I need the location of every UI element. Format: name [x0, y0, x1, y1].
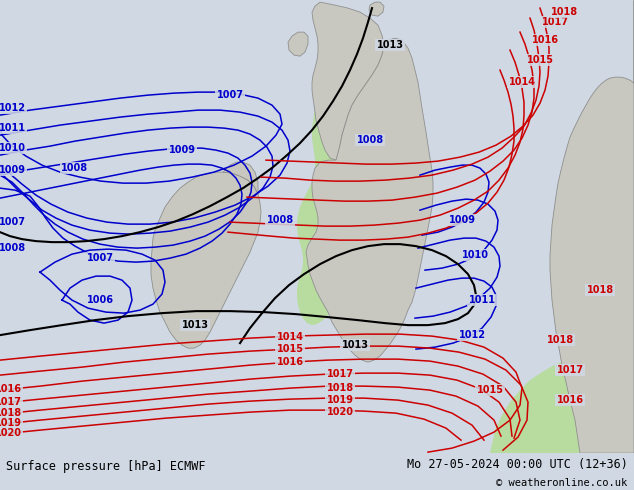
- Text: 1007: 1007: [0, 217, 25, 227]
- Text: 1018: 1018: [552, 7, 579, 17]
- Text: 1011: 1011: [469, 295, 496, 305]
- Text: 1015: 1015: [526, 55, 553, 65]
- Text: 1008: 1008: [0, 243, 25, 253]
- Text: 1010: 1010: [462, 250, 489, 260]
- Polygon shape: [550, 0, 634, 453]
- Text: 1008: 1008: [266, 215, 294, 225]
- Text: © weatheronline.co.uk: © weatheronline.co.uk: [496, 478, 628, 488]
- Polygon shape: [223, 162, 258, 194]
- Text: 1008: 1008: [61, 163, 89, 173]
- Text: 1018: 1018: [327, 383, 354, 393]
- Text: 1017: 1017: [557, 365, 583, 375]
- Text: 1017: 1017: [541, 17, 569, 27]
- Text: 1009: 1009: [0, 165, 25, 175]
- Text: 1019: 1019: [0, 418, 22, 428]
- Polygon shape: [151, 172, 261, 348]
- Text: Surface pressure [hPa] ECMWF: Surface pressure [hPa] ECMWF: [6, 460, 206, 473]
- Text: 1009: 1009: [169, 145, 195, 155]
- Text: 1016: 1016: [531, 35, 559, 45]
- Text: 1013: 1013: [342, 340, 368, 350]
- Text: 1018: 1018: [0, 408, 22, 418]
- Polygon shape: [550, 0, 634, 453]
- Polygon shape: [369, 2, 384, 16]
- Text: 1017: 1017: [0, 397, 22, 407]
- Text: 1017: 1017: [327, 369, 354, 379]
- Polygon shape: [490, 358, 634, 453]
- Text: 1020: 1020: [327, 407, 354, 417]
- Text: 1008: 1008: [356, 135, 384, 145]
- Text: Mo 27-05-2024 00:00 UTC (12+36): Mo 27-05-2024 00:00 UTC (12+36): [407, 458, 628, 471]
- Text: 1016: 1016: [0, 384, 22, 394]
- Polygon shape: [151, 172, 261, 348]
- Polygon shape: [312, 2, 384, 160]
- Text: 1012: 1012: [0, 103, 25, 113]
- Text: 1010: 1010: [0, 143, 25, 153]
- Text: 1018: 1018: [547, 335, 574, 345]
- Text: 1014: 1014: [508, 77, 536, 87]
- Text: 1013: 1013: [181, 320, 209, 330]
- Text: 1013: 1013: [377, 40, 403, 50]
- Text: 1018: 1018: [586, 285, 614, 295]
- Text: 1016: 1016: [276, 357, 304, 367]
- Text: 1011: 1011: [0, 123, 25, 133]
- Text: 1015: 1015: [276, 344, 304, 354]
- Polygon shape: [306, 38, 433, 362]
- Text: 1016: 1016: [557, 395, 583, 405]
- Text: 1019: 1019: [327, 395, 354, 405]
- Text: 1015: 1015: [477, 385, 503, 395]
- Text: 1020: 1020: [0, 428, 22, 438]
- Text: 1007: 1007: [86, 253, 113, 263]
- Text: 1009: 1009: [448, 215, 476, 225]
- Text: 1006: 1006: [86, 295, 113, 305]
- Text: 1012: 1012: [458, 330, 486, 340]
- Polygon shape: [288, 32, 308, 56]
- Text: 1007: 1007: [216, 90, 243, 100]
- Text: 1014: 1014: [276, 332, 304, 342]
- Polygon shape: [297, 42, 387, 325]
